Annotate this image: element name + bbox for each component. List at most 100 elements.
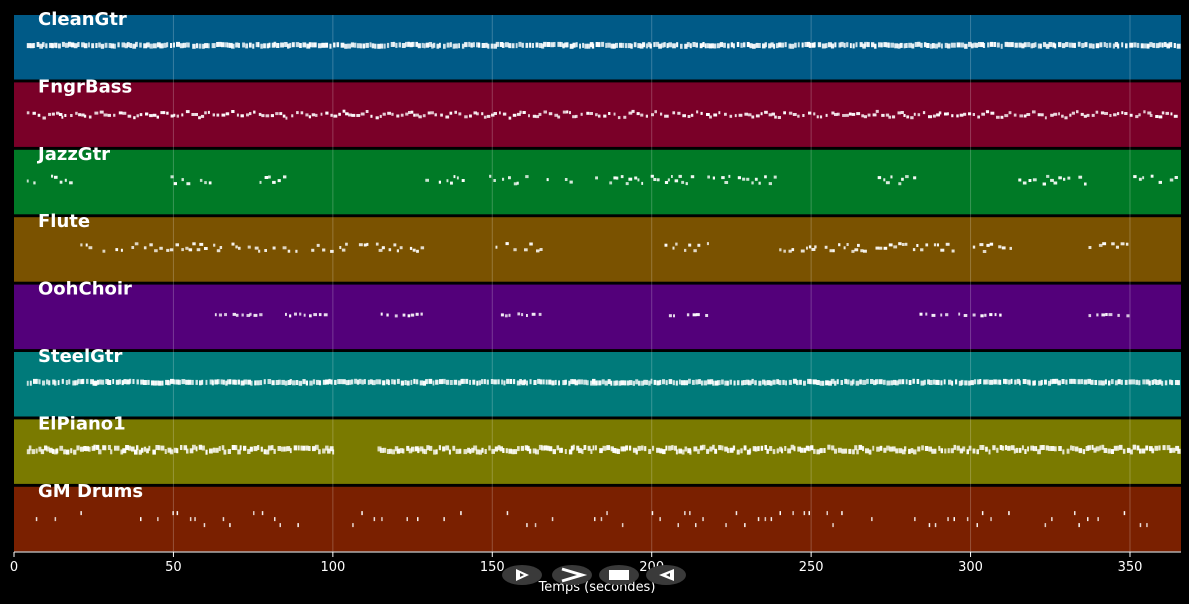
note-mark	[72, 380, 77, 386]
note-mark	[887, 42, 890, 48]
note-mark	[678, 448, 682, 454]
note-mark	[235, 245, 238, 249]
note-mark	[281, 379, 285, 385]
note-mark	[398, 42, 401, 48]
note-mark	[689, 449, 692, 455]
forward-button[interactable]	[552, 565, 592, 585]
note-mark	[361, 511, 363, 516]
note-mark	[1129, 113, 1133, 117]
note-mark	[725, 523, 727, 528]
note-mark	[1007, 42, 1011, 48]
note-mark	[586, 111, 590, 115]
note-mark	[1177, 380, 1180, 386]
note-mark	[153, 380, 157, 386]
note-mark	[1057, 380, 1061, 386]
note-mark	[1091, 444, 1094, 450]
note-mark	[287, 43, 290, 49]
note-mark	[972, 113, 975, 116]
note-mark	[836, 112, 840, 116]
note-mark	[950, 42, 954, 48]
note-mark	[1095, 110, 1099, 114]
note-mark	[1161, 380, 1164, 386]
note-mark	[170, 43, 173, 48]
note-mark	[166, 42, 169, 48]
note-mark	[375, 116, 379, 120]
note-mark	[663, 42, 666, 48]
note-mark	[528, 448, 532, 454]
note-mark	[671, 445, 674, 451]
note-mark	[733, 43, 735, 49]
note-mark	[448, 449, 451, 455]
chevron-right-icon	[561, 567, 588, 583]
note-mark	[1016, 378, 1020, 384]
note-mark	[284, 380, 288, 386]
note-mark	[517, 312, 521, 316]
note-mark	[472, 379, 476, 385]
note-mark	[992, 445, 996, 451]
note-mark	[875, 246, 880, 250]
stop-button[interactable]	[599, 565, 639, 585]
note-mark	[166, 111, 169, 115]
note-mark	[291, 42, 295, 48]
note-mark	[49, 42, 53, 48]
note-mark	[110, 449, 113, 455]
note-mark	[803, 380, 806, 386]
note-mark	[38, 379, 41, 385]
note-mark	[637, 445, 641, 451]
note-mark	[1028, 179, 1032, 182]
rewind-button[interactable]	[646, 565, 686, 585]
note-mark	[768, 182, 772, 186]
note-mark	[322, 248, 326, 252]
note-mark	[906, 115, 910, 119]
note-mark	[631, 109, 635, 113]
note-mark	[77, 42, 80, 47]
note-mark	[747, 113, 752, 117]
note-mark	[1158, 180, 1162, 184]
note-mark	[277, 179, 281, 183]
note-mark	[463, 449, 468, 455]
note-mark	[557, 115, 561, 119]
note-mark	[356, 379, 360, 385]
note-mark	[1132, 444, 1137, 450]
note-mark	[1051, 517, 1053, 522]
note-mark	[73, 449, 77, 455]
note-mark	[185, 246, 189, 250]
note-mark	[743, 42, 746, 48]
note-mark	[873, 380, 877, 386]
note-mark	[841, 511, 843, 516]
note-mark	[692, 313, 697, 317]
note-mark	[878, 42, 881, 48]
note-mark	[880, 42, 883, 48]
note-mark	[620, 380, 625, 386]
note-mark	[999, 313, 1002, 317]
note-mark	[521, 42, 524, 48]
note-mark	[141, 447, 144, 453]
note-mark	[1074, 379, 1077, 385]
note-mark	[503, 380, 506, 386]
note-mark	[955, 379, 958, 385]
note-mark	[700, 111, 703, 115]
note-mark	[822, 380, 825, 386]
note-mark	[156, 42, 161, 48]
note-mark	[1111, 242, 1115, 246]
note-mark	[461, 179, 465, 182]
note-mark	[902, 379, 905, 385]
note-mark	[450, 181, 453, 185]
note-mark	[513, 248, 517, 252]
note-mark	[538, 43, 543, 48]
note-mark	[1000, 115, 1004, 119]
note-mark	[968, 380, 971, 386]
note-mark	[917, 41, 921, 47]
note-mark	[718, 111, 721, 115]
note-mark	[740, 448, 743, 454]
note-mark	[196, 248, 201, 252]
play-button[interactable]	[502, 565, 542, 585]
note-mark	[1170, 42, 1173, 48]
note-mark	[481, 43, 486, 48]
note-mark	[194, 113, 198, 116]
note-mark	[199, 242, 204, 246]
note-mark	[751, 181, 754, 185]
note-mark	[746, 449, 751, 455]
note-mark	[308, 446, 311, 451]
note-mark	[330, 113, 333, 117]
